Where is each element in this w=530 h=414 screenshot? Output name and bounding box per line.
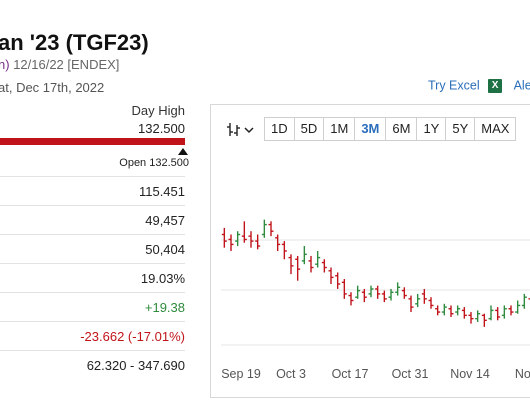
stat-row: 19.03%	[0, 263, 185, 293]
ohlc-bar	[355, 285, 361, 299]
range-selector: 1D 5D 1M 3M 6M 1Y 5Y MAX	[264, 117, 517, 141]
ohlc-bar	[235, 231, 241, 247]
stat-value: 49,457	[145, 213, 185, 228]
toolbar-right: Try Excel X Ale	[428, 78, 530, 93]
ohlc-bar	[288, 254, 294, 275]
candlestick-chart-icon	[227, 123, 254, 136]
ohlc-bar	[281, 241, 287, 260]
x-tick-label: Oct 17	[332, 367, 369, 381]
ohlc-bar	[421, 288, 427, 304]
ohlc-bar	[395, 282, 401, 296]
ohlc-bar	[241, 221, 247, 243]
open-price-label: Open 132.500	[119, 157, 189, 169]
chart-type-selector[interactable]	[225, 119, 257, 141]
ohlc-bar	[228, 234, 234, 251]
ohlc-bar	[221, 227, 227, 248]
contract-quote-date: 12/16/22 [ENDEX]	[13, 57, 120, 72]
stat-row: 115.451	[0, 176, 185, 206]
ohlc-bar	[468, 312, 474, 324]
ohlc-bar	[488, 305, 494, 321]
excel-icon[interactable]: X	[488, 78, 503, 93]
page-date: at, Dec 17th, 2022	[0, 80, 105, 95]
alerts-link[interactable]: Ale	[513, 78, 530, 93]
x-tick-label: Oct 31	[392, 367, 429, 381]
ohlc-bar	[401, 287, 407, 299]
ohlc-bar	[255, 234, 261, 250]
ohlc-bar	[435, 305, 441, 316]
stat-value-change: +19.38	[144, 300, 185, 315]
ohlc-bar	[495, 307, 501, 321]
stat-value: 50,404	[145, 242, 185, 257]
day-high-label: Day High	[131, 103, 185, 118]
stat-row: 62.320 - 347.690	[0, 350, 185, 380]
ohlc-bar	[308, 255, 314, 273]
stat-row: +19.38	[0, 292, 185, 322]
contract-exchange-fragment: n)	[0, 57, 10, 72]
ohlc-bar	[268, 221, 274, 237]
ohlc-bar	[448, 305, 454, 317]
current-price-marker	[178, 148, 188, 155]
contract-subtitle: n) 12/16/22 [ENDEX]	[0, 57, 119, 72]
price-chart-plot: Sep 19 Oct 3 Oct 17 Oct 31 Nov 14 Nov	[221, 219, 530, 381]
chevron-down-icon	[244, 127, 254, 134]
ohlc-bar	[335, 272, 341, 289]
stat-row: -23.662 (-17.01%)	[0, 321, 185, 351]
ohlc-bar	[315, 251, 321, 268]
stat-value: 19.03%	[140, 271, 185, 286]
ohlc-bar	[328, 267, 334, 284]
range-button-1m[interactable]: 1M	[323, 117, 356, 141]
x-tick-label: Oct 3	[276, 367, 306, 381]
ohlc-bar	[341, 279, 347, 299]
ohlc-bar	[295, 255, 301, 281]
ohlc-bar	[475, 310, 481, 322]
stat-row: 50,404	[0, 234, 185, 264]
x-tick-label: Nov 14	[450, 367, 490, 381]
ohlc-bar	[375, 285, 381, 299]
try-excel-link[interactable]: Try Excel	[428, 78, 480, 93]
ohlc-bar	[521, 293, 527, 309]
ohlc-bar	[461, 307, 467, 319]
range-button-5d[interactable]: 5D	[293, 117, 325, 141]
x-tick-label: Sep 19	[221, 367, 261, 381]
stat-value-range: 62.320 - 347.690	[86, 358, 185, 373]
ohlc-bar	[321, 259, 327, 273]
ohlc-bar	[428, 297, 434, 309]
ohlc-bar	[508, 305, 514, 316]
day-range-bar	[0, 138, 185, 145]
ohlc-bar	[275, 234, 281, 251]
ohlc-bar	[515, 300, 521, 314]
ohlc-bar	[368, 285, 374, 298]
ohlc-bar	[361, 288, 367, 303]
stat-value-change-pct: -23.662 (-17.01%)	[80, 329, 185, 344]
ohlc-bar	[388, 288, 394, 301]
ohlc-bar	[441, 303, 447, 316]
ohlc-bar	[408, 295, 414, 313]
day-high-value: 132.500	[138, 121, 185, 136]
range-button-max[interactable]: MAX	[474, 117, 517, 141]
stat-value: 115.451	[138, 184, 185, 199]
stat-row: 49,457	[0, 205, 185, 235]
ohlc-bar	[501, 305, 507, 319]
range-button-6m[interactable]: 6M	[385, 117, 418, 141]
price-chart-card: 1D 5D 1M 3M 6M 1Y 5Y MAX Sep 19 Oct 3 Oct 17 Oct 3…	[210, 104, 530, 398]
ohlc-bar	[301, 246, 307, 265]
ohlc-bar	[381, 290, 387, 303]
contract-title: an '23 (TGF23)	[0, 30, 149, 55]
range-button-3m[interactable]: 3M	[354, 117, 387, 141]
ohlc-bar	[455, 305, 461, 316]
ohlc-bar	[481, 313, 487, 327]
ohlc-bar	[348, 292, 354, 306]
x-tick-label: Nov	[515, 367, 530, 381]
ohlc-bar	[248, 231, 254, 248]
range-button-5y[interactable]: 5Y	[445, 117, 476, 141]
ohlc-bar	[415, 293, 421, 308]
ohlc-bar	[261, 219, 267, 238]
